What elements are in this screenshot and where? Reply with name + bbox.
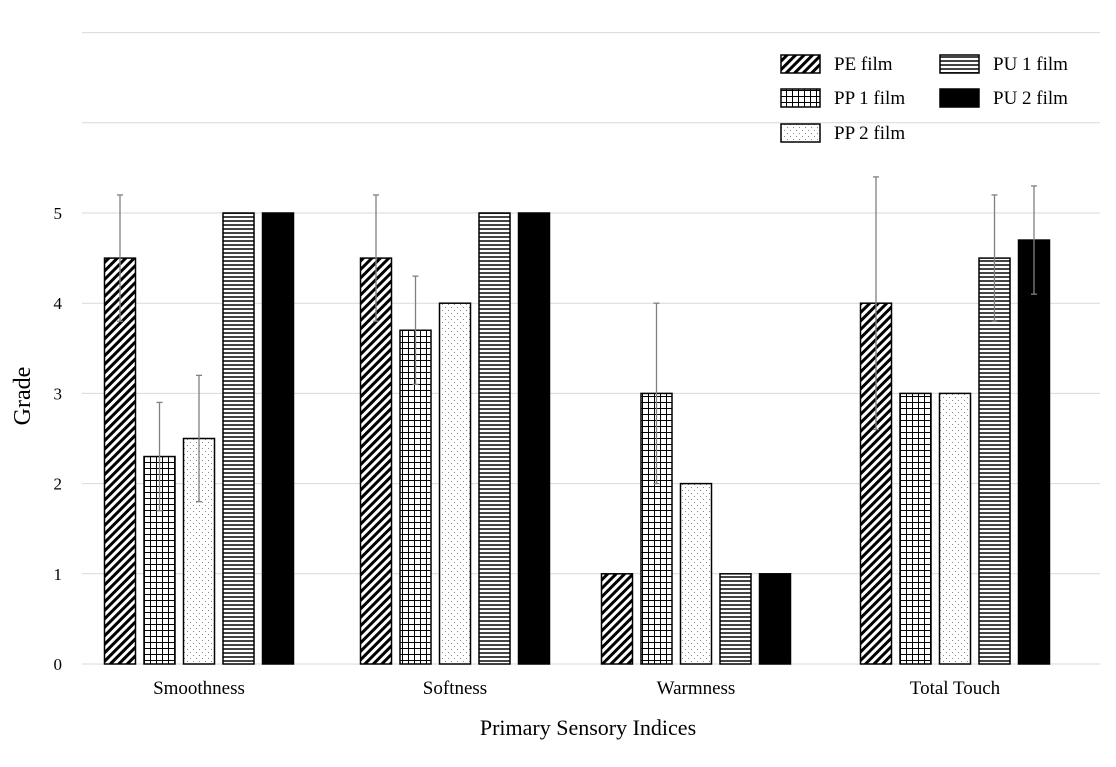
bar xyxy=(103,257,137,665)
bar xyxy=(517,212,551,665)
legend-swatch xyxy=(780,88,821,108)
x-tick-label: Softness xyxy=(423,678,487,699)
y-tick-label: 0 xyxy=(54,655,63,674)
legend-swatch xyxy=(939,54,980,74)
bar xyxy=(438,302,472,665)
legend: PE film PP 1 film PP 2 film PU 1 film PU 2 f… xyxy=(780,54,1068,144)
bar xyxy=(478,212,511,665)
legend-label: PU 2 film xyxy=(993,88,1068,109)
x-tick-label: Smoothness xyxy=(153,678,245,699)
bar xyxy=(938,392,972,665)
x-tick-label: Warmness xyxy=(657,678,736,699)
bar xyxy=(1017,239,1051,665)
y-tick-label: 5 xyxy=(54,204,63,223)
legend-label: PP 1 film xyxy=(834,88,905,109)
y-axis-label: Grade xyxy=(10,367,36,426)
y-tick-label: 4 xyxy=(54,294,63,313)
y-tick-label: 1 xyxy=(54,565,63,584)
bar xyxy=(261,212,295,665)
y-tick-label: 3 xyxy=(54,384,63,403)
legend-label: PP 2 film xyxy=(834,123,905,144)
bar xyxy=(679,482,713,665)
legend-swatch xyxy=(939,88,980,108)
legend-label: PU 1 film xyxy=(993,54,1068,75)
legend-label: PE film xyxy=(834,54,893,75)
bar xyxy=(978,257,1011,665)
bar xyxy=(719,573,752,665)
legend-swatch xyxy=(780,54,821,74)
x-axis-label: Primary Sensory Indices xyxy=(480,715,696,740)
bar xyxy=(758,573,792,665)
bar xyxy=(222,212,255,665)
y-tick-label: 2 xyxy=(54,475,63,494)
bar xyxy=(899,392,932,665)
x-tick-label: Total Touch xyxy=(910,678,1001,699)
bar xyxy=(399,329,432,665)
legend-swatch xyxy=(780,123,821,143)
bar xyxy=(600,573,634,665)
